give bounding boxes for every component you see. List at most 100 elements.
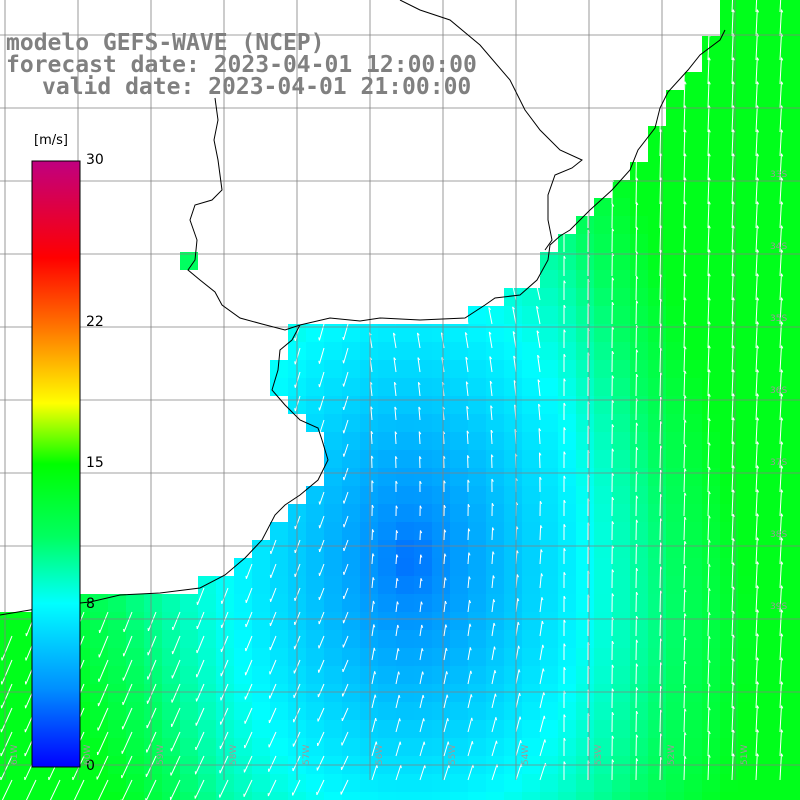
wind-arrow-head [684,177,687,181]
wind-arrow-head [611,228,615,232]
wind-cell [396,576,414,594]
wind-arrow-head [611,735,615,739]
wind-cell [792,162,800,180]
wind-cell [792,558,800,576]
wind-cell [594,396,612,414]
wind-arrow [491,717,497,733]
wind-arrow [731,273,734,301]
wind-arrow [755,105,758,133]
wind-cell [684,162,702,180]
wind-arrow-head [535,281,539,285]
wind-cell [630,648,648,666]
wind-cell [486,540,504,558]
wind-cell [684,378,702,396]
wind-cell [234,702,252,720]
wind-cell [648,234,666,252]
wind-arrow [683,201,686,229]
wind-cell [702,486,720,504]
wind-cell [378,720,396,738]
wind-arrow [491,551,494,565]
wind-arrow [731,33,734,61]
wind-arrow [707,418,710,445]
wind-arrow [443,577,446,589]
wind-cell [324,324,342,342]
wind-cell [720,144,738,162]
wind-cell [486,612,504,630]
wind-cell [324,342,342,360]
wind-arrow-head [611,759,615,763]
wind-cell [630,630,648,648]
wind-arrow [269,635,277,651]
wind-arrow-head [294,384,296,388]
wind-cell [756,522,774,540]
wind-arrow-head [635,495,639,499]
wind-arrow [683,105,686,133]
wind-arrow [707,442,710,469]
wind-cell [432,702,450,720]
wind-arrow [343,587,349,600]
wind-arrow [707,201,710,229]
wind-cell [630,342,648,360]
wind-arrow-head [684,395,687,399]
wind-cell [630,324,648,342]
wind-cell [756,612,774,630]
wind-arrow [779,33,782,61]
wind-cell [342,486,360,504]
wind-arrow [147,683,157,704]
wind-arrow [316,779,325,796]
wind-cell [738,666,756,684]
wind-cell [522,648,540,666]
wind-arrow [418,406,421,421]
wind-arrow-head [732,706,735,710]
wind-cell [396,684,414,702]
wind-cell [720,0,738,18]
wind-cell [414,630,432,648]
wind-cell [720,72,738,90]
wind-arrow [539,621,543,637]
wind-arrow-head [780,417,784,421]
wind-arrow [731,538,734,565]
wind-arrow-head [780,393,784,397]
wind-arrow [659,299,662,325]
wind-arrow-head [471,741,474,745]
wind-arrow [683,57,686,85]
wind-cell [630,414,648,432]
wind-cell [270,558,288,576]
wind-cell [684,648,702,666]
wind-cell [756,738,774,756]
wind-arrow-head [467,455,470,459]
wind-cell [414,792,432,800]
wind-arrow-head [466,430,470,434]
wind-arrow [707,153,710,181]
wind-arrow [779,201,782,229]
wind-cell [504,432,522,450]
wind-cell [558,666,576,684]
wind-cell [774,792,792,800]
title-valid-date: valid date: 2023-04-01 21:00:00 [42,74,472,100]
wind-cell [666,378,684,396]
wind-arrow [779,633,782,661]
wind-cell [720,774,738,792]
wind-cell [792,594,800,612]
wind-cell [648,468,666,486]
wind-cell [324,414,342,432]
wind-arrow [343,563,349,576]
wind-cell [198,666,216,684]
wind-cell [468,630,486,648]
wind-cell [720,450,738,468]
wind-cell [684,396,702,414]
wind-arrow-head [635,349,639,353]
wind-cell [792,216,800,234]
wind-arrow [683,756,686,781]
wind-cell [594,486,612,504]
wind-cell [648,342,666,360]
wind-cell [792,288,800,306]
wind-cell [792,252,800,270]
wind-arrow-head [635,591,639,596]
wind-cell [684,576,702,594]
wind-cell [756,144,774,162]
wind-cell [414,522,432,540]
wind-cell [432,558,450,576]
wind-cell [576,486,594,504]
wind-cell [540,576,558,594]
